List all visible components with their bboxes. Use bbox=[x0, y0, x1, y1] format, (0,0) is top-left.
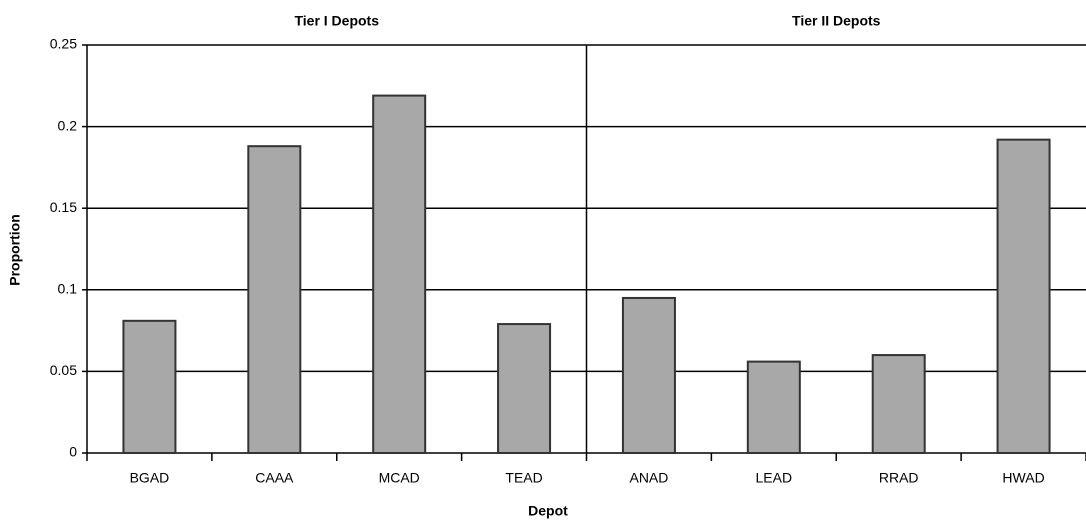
x-tick-label: CAAA bbox=[255, 470, 294, 486]
x-tick-label: RRAD bbox=[879, 470, 919, 486]
x-tick-label: LEAD bbox=[756, 470, 793, 486]
bar bbox=[746, 360, 801, 454]
y-axis-label: Proportion bbox=[7, 214, 23, 286]
bar bbox=[871, 354, 926, 454]
x-tick-label: ANAD bbox=[629, 470, 668, 486]
bar bbox=[996, 138, 1051, 454]
x-axis-label: Depot bbox=[528, 503, 568, 519]
annotation: Tier II Depots bbox=[792, 13, 881, 29]
x-tick-label: HWAD bbox=[1002, 470, 1044, 486]
y-tick-label: 0.25 bbox=[50, 36, 77, 52]
y-tick-label: 0.05 bbox=[50, 362, 77, 378]
bar bbox=[122, 319, 177, 455]
y-tick-label: 0.1 bbox=[58, 281, 78, 297]
annotation: Tier I Depots bbox=[294, 13, 379, 29]
y-tick-label: 0.2 bbox=[58, 117, 78, 133]
x-tick-label: TEAD bbox=[505, 470, 542, 486]
bar bbox=[621, 296, 676, 454]
bar bbox=[372, 94, 427, 454]
bar bbox=[497, 323, 552, 454]
bar bbox=[247, 145, 302, 455]
y-tick-label: 0 bbox=[69, 444, 77, 460]
y-tick-label: 0.15 bbox=[50, 199, 77, 215]
x-tick-label: BGAD bbox=[130, 470, 170, 486]
x-tick-label: MCAD bbox=[379, 470, 420, 486]
